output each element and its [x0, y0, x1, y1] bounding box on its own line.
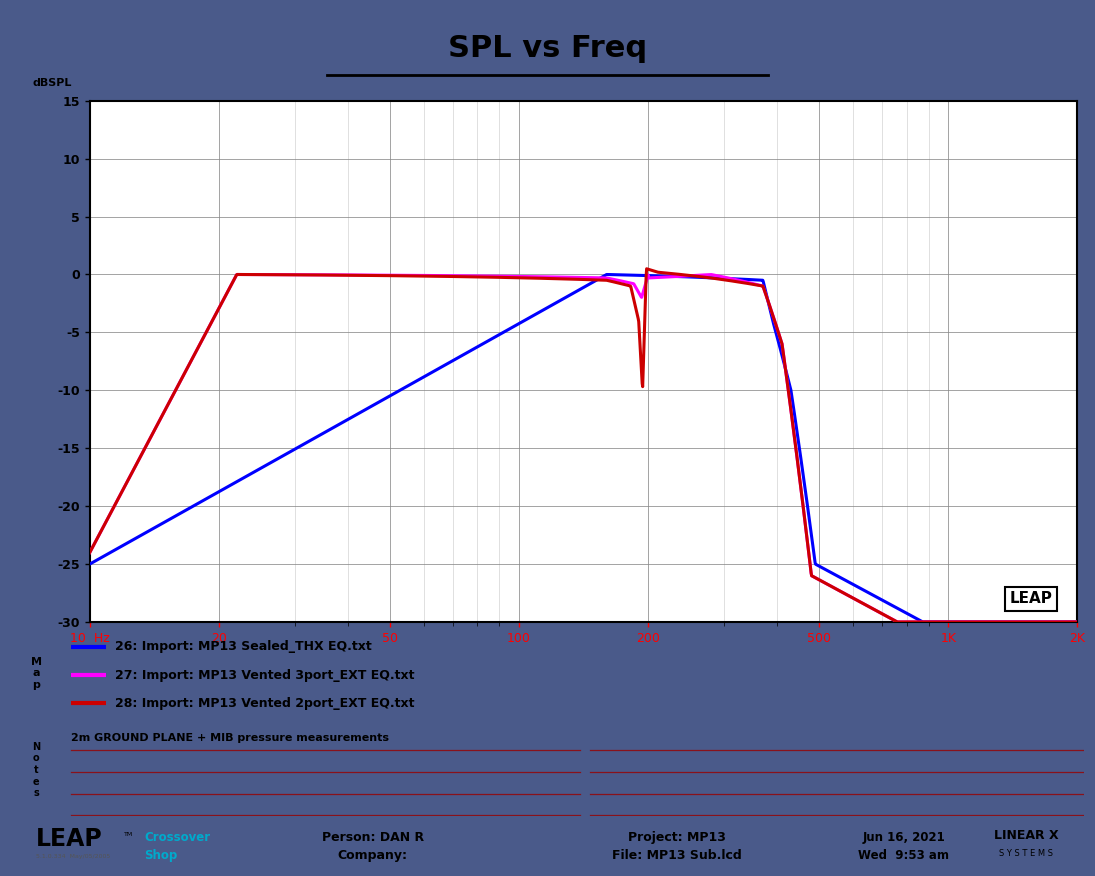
Text: Crossover: Crossover [145, 830, 210, 844]
Text: 27: Import: MP13 Vented 3port_EXT EQ.txt: 27: Import: MP13 Vented 3port_EXT EQ.txt [115, 668, 414, 682]
Text: Wed  9:53 am: Wed 9:53 am [858, 849, 949, 862]
Text: LINEAR X: LINEAR X [993, 830, 1059, 843]
Text: TM: TM [124, 831, 132, 837]
Text: S Y S T E M S: S Y S T E M S [999, 850, 1053, 858]
Text: dBSPL: dBSPL [33, 78, 72, 88]
Text: Project: MP13: Project: MP13 [627, 830, 726, 844]
Text: Jun 16, 2021: Jun 16, 2021 [863, 830, 945, 844]
Text: Company:: Company: [338, 849, 407, 862]
Text: SPL vs Freq: SPL vs Freq [448, 34, 647, 63]
Text: 5.1.0.334  May/05/2005: 5.1.0.334 May/05/2005 [36, 854, 111, 859]
Text: N
o
t
e
s: N o t e s [32, 742, 41, 798]
Text: File: MP13 Sub.lcd: File: MP13 Sub.lcd [612, 849, 741, 862]
Text: 26: Import: MP13 Sealed_THX EQ.txt: 26: Import: MP13 Sealed_THX EQ.txt [115, 640, 371, 653]
Text: LEAP: LEAP [1010, 591, 1052, 606]
Text: 2m GROUND PLANE + MIB pressure measurements: 2m GROUND PLANE + MIB pressure measureme… [71, 733, 389, 743]
Text: Person: DAN R: Person: DAN R [322, 830, 424, 844]
Text: Shop: Shop [145, 849, 177, 862]
Text: LEAP: LEAP [36, 827, 103, 851]
Text: 28: Import: MP13 Vented 2port_EXT EQ.txt: 28: Import: MP13 Vented 2port_EXT EQ.txt [115, 696, 414, 710]
Text: M
a
p: M a p [31, 657, 42, 689]
